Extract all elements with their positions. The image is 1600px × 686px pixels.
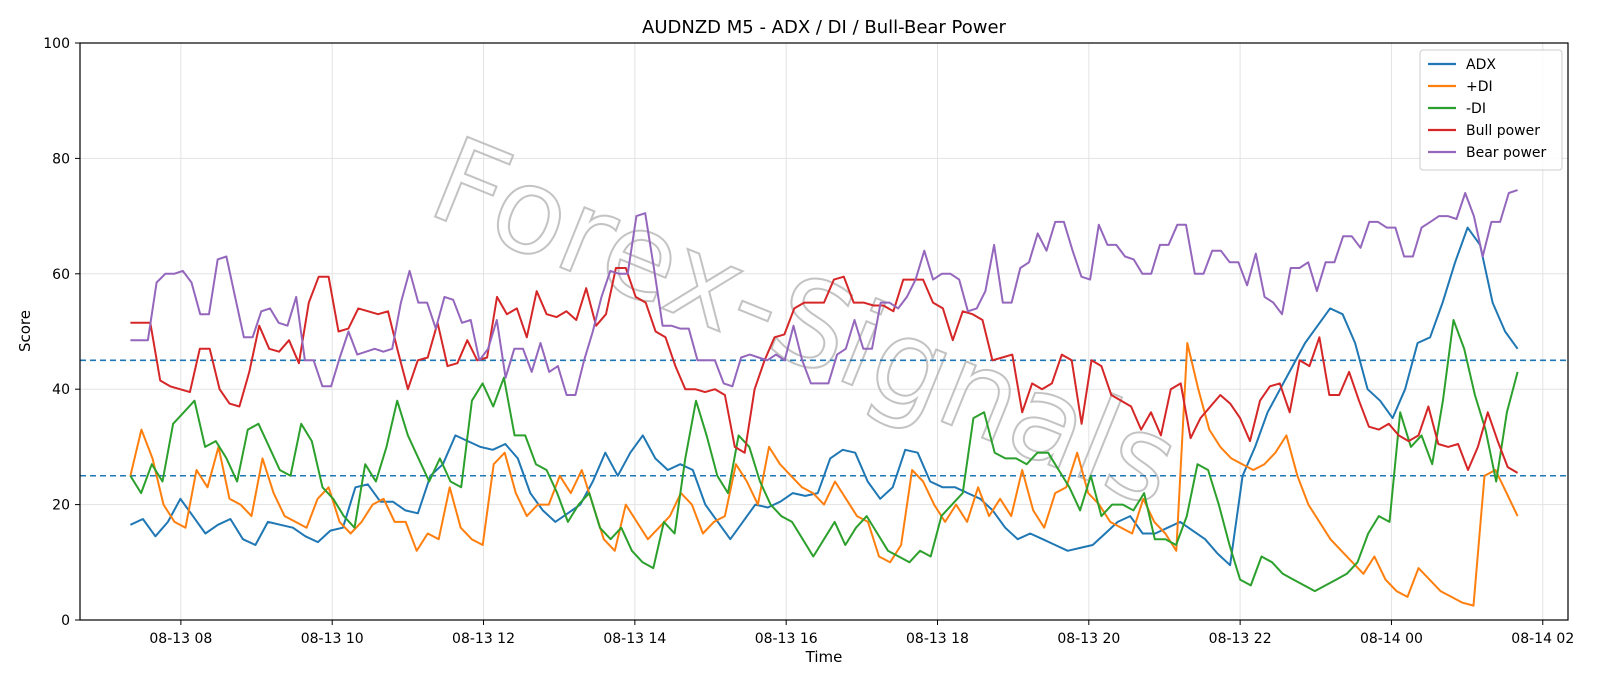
series-line-di: [129, 342, 1519, 607]
legend: ADX +DI -DI Bull power Bear power: [1419, 49, 1563, 171]
legend-box: [1419, 49, 1563, 171]
x-axis-ticks: 08-13 08 08-13 10 08-13 12 08-13 14 08-13 16…: [149, 620, 1574, 647]
x-tick-label: 08-13 12: [452, 631, 515, 647]
x-tick-label: 08-13 14: [603, 631, 666, 647]
y-tick-label: 100: [43, 36, 70, 52]
legend-label: -DI: [1466, 101, 1486, 117]
legend-label: +DI: [1466, 79, 1493, 95]
x-axis-label: Time: [805, 648, 843, 666]
y-axis-ticks: 0 20 40 60 80 100: [43, 36, 80, 629]
legend-label: Bull power: [1466, 123, 1540, 139]
x-tick-label: 08-14 02: [1511, 631, 1574, 647]
x-tick-label: 08-13 20: [1057, 631, 1120, 647]
x-tick-label: 08-14 00: [1360, 631, 1423, 647]
y-tick-label: 80: [52, 151, 70, 167]
series-group: [129, 189, 1519, 607]
y-tick-label: 60: [52, 267, 70, 283]
series-line-di: [129, 319, 1519, 593]
plot-frame: [79, 42, 1569, 621]
y-tick-label: 0: [61, 613, 70, 629]
y-tick-label: 40: [52, 382, 70, 398]
x-tick-label: 08-13 08: [149, 631, 212, 647]
y-axis-label: Score: [16, 310, 34, 352]
legend-label: Bear power: [1466, 145, 1547, 161]
legend-label: ADX: [1466, 57, 1496, 73]
series-line-bull-power: [130, 267, 1519, 474]
series-line-bear-power: [130, 189, 1518, 396]
chart-title: AUDNZD M5 - ADX / DI / Bull-Bear Power: [642, 17, 1007, 38]
y-tick-label: 20: [52, 498, 70, 514]
x-tick-label: 08-13 10: [301, 631, 364, 647]
x-tick-label: 08-13 16: [755, 631, 818, 647]
x-tick-label: 08-13 18: [906, 631, 969, 647]
x-tick-label: 08-13 22: [1209, 631, 1272, 647]
